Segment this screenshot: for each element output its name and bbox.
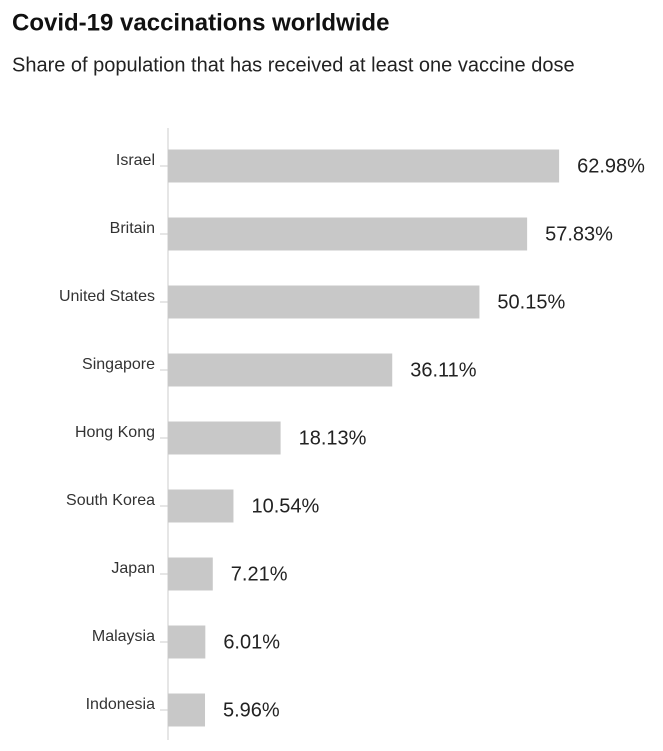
value-label: 50.15% xyxy=(497,291,565,313)
bar xyxy=(168,285,480,319)
category-label: Singapore xyxy=(82,356,155,373)
value-label: 36.11% xyxy=(410,359,477,381)
category-label: Japan xyxy=(111,560,155,577)
bar xyxy=(168,489,234,523)
chart-title: Covid-19 vaccinations worldwide xyxy=(12,9,389,36)
chart-subtitle: Share of population that has received at… xyxy=(12,54,575,76)
value-label: 18.13% xyxy=(299,427,367,449)
bar xyxy=(168,217,528,251)
value-label: 7.21% xyxy=(231,563,288,585)
bar xyxy=(168,625,206,659)
category-label: Indonesia xyxy=(86,696,155,713)
bar xyxy=(168,557,213,591)
category-label: United States xyxy=(59,288,155,305)
bar xyxy=(168,353,393,387)
value-label: 57.83% xyxy=(545,223,613,245)
bar xyxy=(168,421,281,455)
bar xyxy=(168,149,560,183)
bar xyxy=(168,693,206,727)
value-label: 10.54% xyxy=(251,495,319,517)
category-label: Britain xyxy=(110,220,155,237)
category-label: South Korea xyxy=(66,492,155,509)
category-label: Malaysia xyxy=(92,628,155,645)
category-label: Israel xyxy=(116,152,155,169)
value-label: 62.98% xyxy=(577,155,645,177)
category-label: Hong Kong xyxy=(75,424,155,441)
value-label: 6.01% xyxy=(223,631,280,653)
value-label: 5.96% xyxy=(223,699,280,721)
